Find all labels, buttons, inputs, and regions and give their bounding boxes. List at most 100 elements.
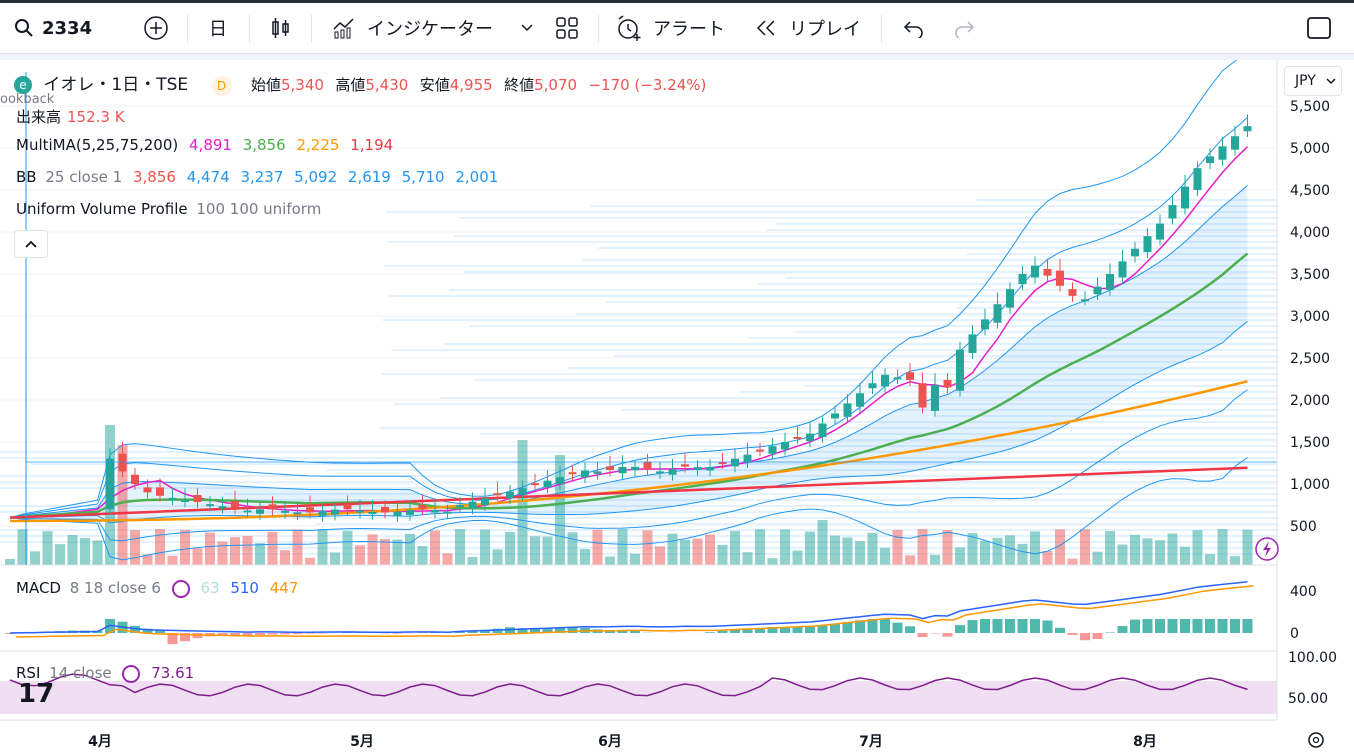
macd-histogram-bar — [1030, 619, 1040, 633]
macd-histogram-bar — [980, 619, 990, 633]
macd-histogram-bar — [617, 630, 628, 633]
macd-histogram-bar — [1167, 619, 1178, 633]
add-circle-icon — [144, 16, 168, 40]
macd-histogram-value: 63 — [200, 579, 220, 597]
candle-body — [1006, 289, 1014, 308]
candle-body — [1056, 270, 1064, 286]
candle-body — [468, 501, 477, 509]
macd-histogram-bar — [155, 630, 165, 633]
collapse-legend-button[interactable] — [14, 230, 48, 258]
rsi-params: 14 close — [49, 664, 112, 682]
volume-bar — [617, 529, 628, 565]
volume-bar — [917, 529, 928, 565]
symbol-title[interactable]: イオレ・1日・TSE — [43, 75, 189, 95]
redo-button[interactable] — [952, 3, 976, 53]
undo-button[interactable] — [902, 3, 926, 53]
macd-histogram-bar — [230, 633, 240, 636]
macd-histogram-bar — [392, 633, 403, 634]
volume-bar — [55, 544, 65, 565]
volume-bar — [717, 544, 728, 565]
volume-bar — [817, 520, 828, 565]
candle-body — [193, 494, 202, 503]
bb-value-6: 5,710 — [401, 168, 445, 186]
macd-histogram-bar — [480, 629, 490, 633]
candle-body — [981, 319, 989, 330]
refresh-icon[interactable] — [171, 579, 190, 598]
macd-histogram-bar — [242, 633, 253, 636]
uvp-label: Uniform Volume Profile — [16, 200, 188, 218]
volume-bar — [805, 531, 815, 565]
macd-histogram-bar — [742, 629, 753, 633]
volume-bar — [392, 539, 403, 565]
alert-button[interactable]: アラート — [615, 3, 725, 53]
volume-bar — [367, 534, 378, 565]
candle-body — [656, 471, 664, 474]
candle-body — [181, 499, 189, 502]
interval-button[interactable]: 日 — [209, 3, 227, 53]
time-tick-label: 4月 — [88, 734, 112, 750]
candle-body — [418, 504, 427, 510]
candle-body — [1068, 289, 1077, 296]
replay-button[interactable]: リプレイ — [755, 3, 861, 53]
volume-bar — [1067, 558, 1078, 565]
layouts-button[interactable] — [555, 3, 579, 53]
multima-label: MultiMA(5,25,75,200) — [16, 136, 179, 154]
lightning-icon[interactable] — [1255, 537, 1279, 561]
macd-histogram-bar — [142, 628, 153, 633]
compare-button[interactable] — [143, 3, 169, 53]
volume-bar — [942, 530, 953, 565]
macd-histogram-bar — [130, 625, 140, 633]
undo-icon — [903, 21, 923, 38]
macd-histogram-bar — [755, 628, 765, 633]
macd-histogram-bar — [280, 633, 290, 635]
volume-bar — [792, 550, 803, 565]
volume-bar — [630, 553, 640, 565]
indicators-icon — [333, 18, 354, 39]
currency-select[interactable]: JPY — [1284, 66, 1342, 96]
price-tick-label: 500 — [1290, 519, 1317, 535]
candle-body — [1143, 236, 1152, 253]
volume-bar — [42, 531, 53, 565]
candle-body — [206, 504, 214, 507]
chart-canvas[interactable]: 5,500 5,000 4,500 4,000 3,500 3,000 2,500 2,000… — [0, 60, 1354, 753]
symbol-search[interactable]: 2334 — [14, 3, 92, 53]
macd-histogram-bar — [830, 623, 840, 633]
volume-bar — [305, 557, 315, 565]
candle-body — [718, 462, 727, 465]
bb-lower-line — [9, 389, 1248, 542]
volume-bar — [1242, 529, 1253, 565]
fullscreen-button[interactable] — [1306, 3, 1332, 53]
macd-histogram-bar — [305, 633, 315, 634]
price-tick-label: 4,500 — [1290, 183, 1330, 199]
indicators-button[interactable]: インジケーター — [331, 3, 533, 53]
volume-bar — [205, 532, 215, 565]
macd-histogram-bar — [1180, 619, 1190, 633]
macd-legend: MACD 8 18 close 6 63 510 447 — [16, 579, 304, 598]
bb-params: 25 close 1 — [45, 168, 123, 186]
bb-value-5: 2,619 — [347, 168, 391, 186]
candle-body — [931, 384, 939, 411]
volume-bar — [867, 532, 878, 565]
signal-line — [15, 584, 1254, 638]
refresh-icon[interactable] — [122, 664, 141, 683]
chart-type-button[interactable] — [268, 3, 294, 53]
rsi-label: RSI — [16, 664, 41, 682]
exchange-logo-icon: e — [14, 76, 32, 94]
candle-body — [743, 454, 752, 463]
candle-body — [756, 449, 764, 452]
settings-icon[interactable] — [1308, 732, 1324, 748]
interval-label: 日 — [209, 19, 227, 40]
volume-label: 出来高 — [16, 108, 62, 126]
candle-body — [343, 504, 352, 510]
candle-body — [168, 497, 177, 500]
candle-body — [506, 491, 514, 499]
macd-histogram-bar — [1205, 619, 1215, 633]
macd-histogram-bar — [1192, 619, 1203, 633]
candle-body — [731, 458, 739, 467]
volume-bar — [1142, 538, 1153, 565]
candle-body — [856, 393, 864, 407]
volume-bar — [405, 533, 415, 565]
candle-body — [1156, 223, 1164, 240]
macd-histogram-bar — [167, 633, 178, 645]
bb-label: BB — [16, 168, 37, 186]
